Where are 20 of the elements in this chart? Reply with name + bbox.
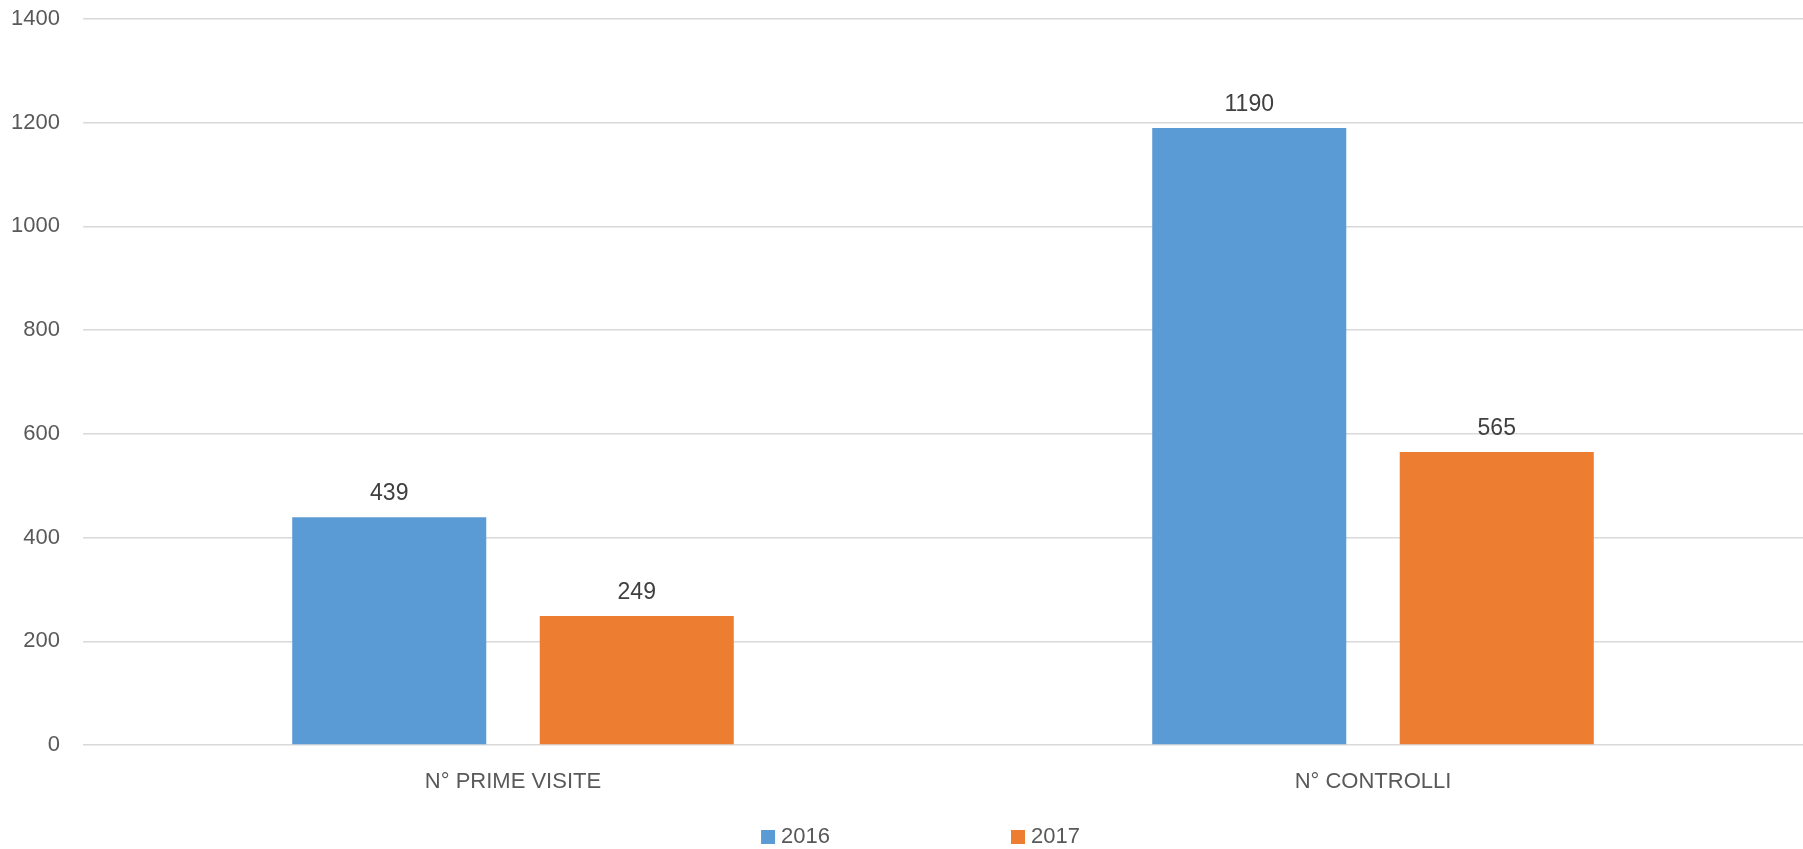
- y-tick-label: 800: [23, 316, 60, 342]
- y-tick-label: 600: [23, 419, 60, 445]
- bar: [1399, 452, 1594, 745]
- data-label: 249: [617, 577, 656, 604]
- bar: [1152, 127, 1347, 745]
- data-label: 1190: [1224, 89, 1274, 116]
- y-tick-label: 200: [23, 627, 60, 653]
- y-tick-label: 1000: [11, 212, 60, 238]
- x-tick-label: N° PRIME VISITE: [424, 768, 602, 794]
- bar: [539, 615, 734, 745]
- legend-label: 2016: [781, 823, 831, 849]
- data-label: 565: [1477, 413, 1516, 440]
- data-label: 439: [370, 479, 409, 506]
- y-tick-label: 400: [23, 523, 60, 549]
- x-tick-label: N° CONTROLLI: [1294, 768, 1452, 794]
- y-tick-label: 1400: [11, 5, 60, 31]
- legend-label: 2017: [1031, 823, 1080, 849]
- y-tick-label: 1200: [11, 108, 60, 134]
- y-tick-label: 0: [47, 731, 60, 757]
- bar: [292, 517, 487, 745]
